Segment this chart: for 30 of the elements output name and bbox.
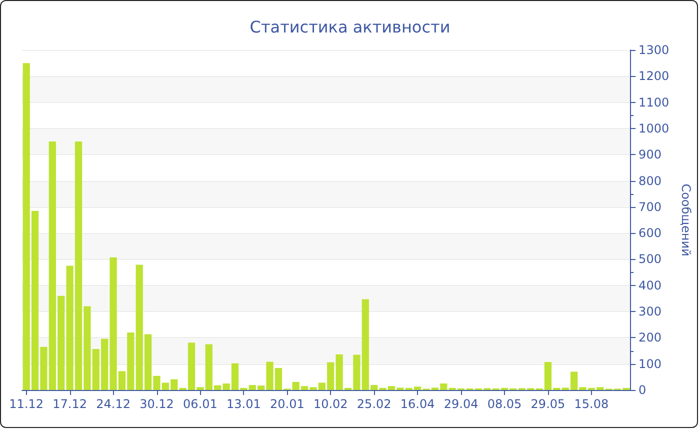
x-tick-label: 30.12 [140, 397, 174, 411]
y-tick-label: 600 [638, 226, 662, 240]
chart-title: Статистика активности [250, 18, 450, 36]
y-tick-label: 1200 [638, 69, 670, 84]
x-tick-label: 15.08 [574, 397, 609, 411]
y-tick-label: 1100 [638, 95, 670, 110]
x-tick-label: 13.01 [226, 397, 261, 411]
y-tick-label: 0 [638, 383, 646, 397]
x-tick-label: 25.02 [356, 397, 392, 411]
y-tick-label: 900 [638, 148, 662, 162]
y-axis-title: Сообщений [679, 184, 693, 256]
x-tick-label: 06.01 [183, 397, 218, 411]
y-tick-label: 400 [638, 278, 662, 292]
y-tick-label: 500 [638, 252, 662, 266]
x-tick-label: 29.04 [444, 397, 478, 411]
x-tick-label: 17.12 [52, 397, 87, 411]
y-tick-label: 1300 [638, 43, 670, 57]
x-tick-label: 11.12 [9, 397, 44, 411]
y-tick-label: 1000 [638, 121, 670, 136]
x-tick-label: 08.05 [487, 397, 522, 411]
y-tick-label: 200 [638, 330, 662, 345]
y-tick-label: 800 [638, 174, 662, 188]
x-tick-label: 29.05 [530, 397, 566, 411]
y-tick-label: 100 [638, 356, 662, 371]
x-tick-label: 10.02 [313, 397, 348, 411]
x-tick-label: 20.01 [270, 397, 304, 411]
y-tick-label: 700 [638, 200, 662, 214]
y-tick-label: 300 [638, 304, 662, 319]
x-tick-label: 24.12 [96, 397, 130, 411]
x-tick-label: 16.04 [400, 397, 435, 411]
